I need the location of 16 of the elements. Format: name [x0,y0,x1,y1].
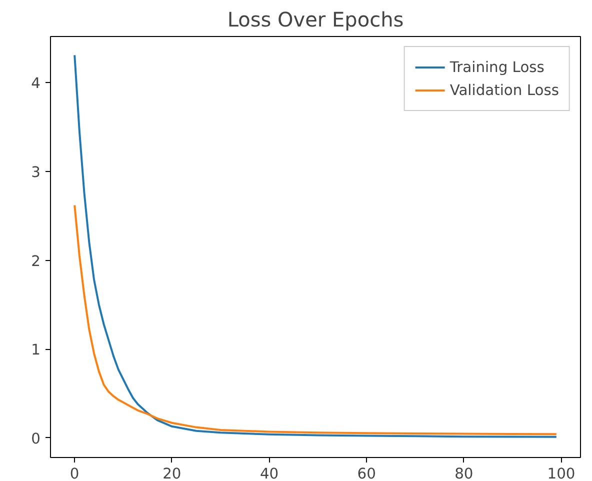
x-tick-label: 40 [260,466,279,481]
y-tick-label: 1 [31,342,41,359]
y-tick-label: 4 [31,75,41,92]
line-series [74,204,558,436]
chart-title: Loss Over Epochs [227,8,404,32]
y-tick-label: 2 [31,252,41,270]
x-tick-label: 0 [70,466,80,481]
y-tick-label: 0 [31,430,41,448]
x-tick-label: 100 [547,466,576,481]
line-series [74,54,558,438]
legend-label: Validation Loss [450,82,559,98]
y-tick-label: 3 [31,164,41,182]
x-tick-label: 80 [454,466,474,481]
x-tick-label: 60 [357,466,376,481]
x-tick-label: 20 [162,466,182,481]
legend-label: Training Loss [450,58,544,76]
